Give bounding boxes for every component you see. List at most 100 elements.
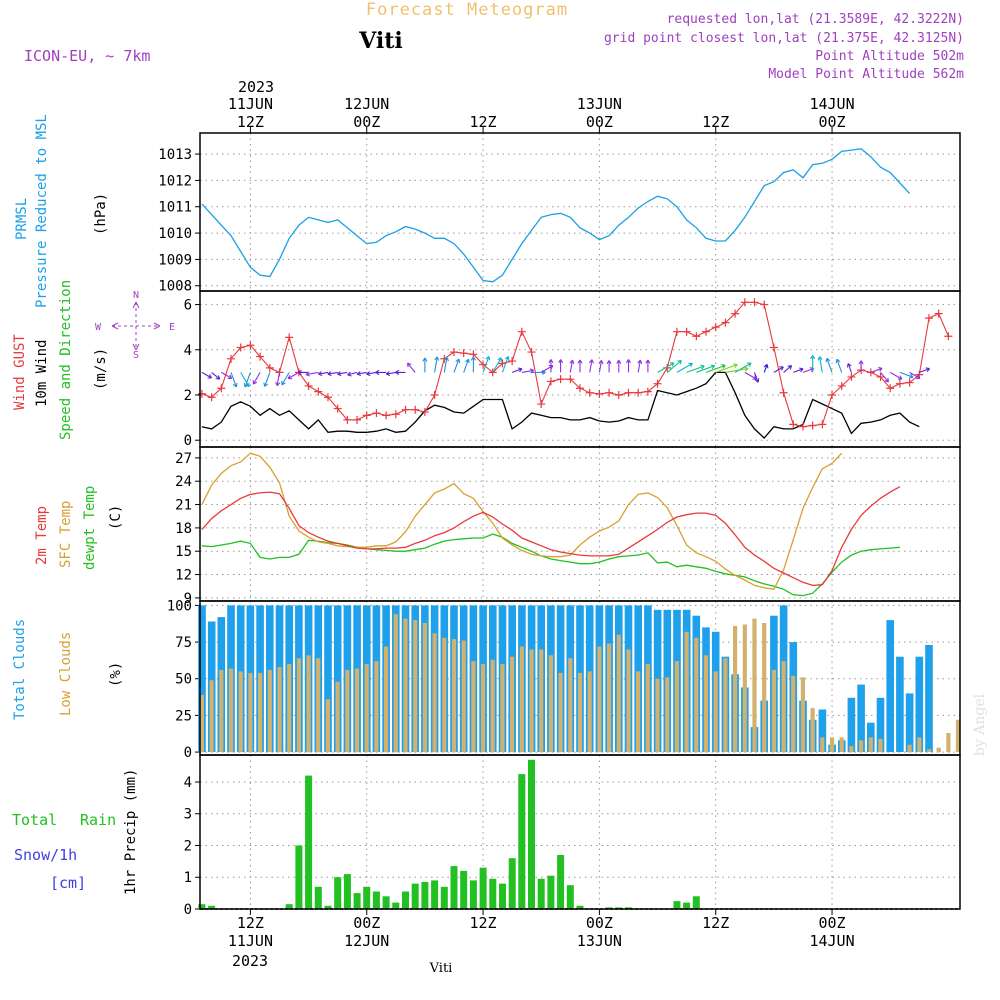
- y-tick-label: 1010: [158, 226, 192, 242]
- gust-marker: [634, 388, 643, 397]
- low-cloud-bar: [228, 668, 234, 753]
- gust-marker: [924, 314, 933, 323]
- total-cloud-bar: [333, 605, 342, 753]
- wind-dir-arrow: [356, 371, 367, 377]
- top-date-label: 12JUN: [344, 95, 389, 113]
- rain-bar: [576, 905, 584, 909]
- gust-marker: [769, 343, 778, 352]
- low-cloud-bar: [577, 672, 583, 753]
- precip-panel-labels: Total Rain Snow/1h [cm] 1hr Precip (mm): [12, 769, 139, 895]
- wind-dir-label: Speed and Direction: [58, 280, 74, 440]
- temp-panel-labels: 2m Temp SFC Temp dewpt Temp (C): [34, 486, 124, 570]
- total-cloud-bar: [896, 656, 904, 752]
- gust-marker: [731, 309, 740, 318]
- y-tick-label: 4: [184, 343, 192, 359]
- top-hour-label: 00Z: [353, 113, 380, 131]
- y-tick-label: 4: [184, 775, 192, 791]
- wind-dir-arrow: [548, 359, 554, 373]
- pressure-label-2: Pressure Reduced to MSL: [34, 114, 50, 308]
- wind-dir-arrow: [492, 357, 502, 373]
- wind-dir-arrow: [616, 359, 622, 373]
- total-cloud-bar: [925, 645, 933, 753]
- wind-dir-arrow: [817, 356, 823, 373]
- wind-dir-arrow: [870, 366, 883, 373]
- wind-dir-arrow: [666, 359, 682, 373]
- gust-marker: [430, 391, 439, 399]
- wind-dir-arrow: [221, 371, 233, 380]
- gust-marker: [382, 411, 391, 420]
- gust-marker: [323, 393, 332, 402]
- bottom-hour-label: 12Z: [237, 914, 264, 932]
- rain-bar: [440, 886, 448, 909]
- low-cloud-bar: [277, 667, 282, 753]
- pressure-panel-labels: PRMSL Pressure Reduced to MSL (hPa): [14, 114, 109, 308]
- y-tick-label: 1: [184, 870, 192, 886]
- gust-marker: [944, 332, 953, 341]
- model-altitude: Model Point Altitude 562m: [768, 67, 964, 82]
- wind-dir-arrow: [327, 371, 338, 377]
- low-cloud-bar: [907, 744, 912, 752]
- precip-total-label: Total: [12, 811, 57, 829]
- wind-dir-arrow: [521, 368, 535, 374]
- gust-marker: [585, 388, 594, 397]
- gust-marker: [779, 388, 788, 397]
- wind-dir-arrow: [846, 363, 852, 373]
- gust-marker: [314, 387, 323, 396]
- gust-marker: [682, 327, 691, 336]
- low-cloud-bar: [306, 655, 311, 753]
- gust-marker: [556, 375, 565, 384]
- wind-dir-arrow: [395, 369, 406, 375]
- low-cloud-bar: [287, 664, 292, 753]
- low-cloud-bar: [955, 719, 961, 753]
- wind-dir-arrow: [482, 355, 491, 373]
- top-year-label: 2023: [238, 78, 274, 96]
- low-cloud-bar: [810, 708, 815, 753]
- y-tick-label: 1012: [158, 173, 192, 189]
- low-cloud-bar: [199, 694, 204, 753]
- low-cloud-bar: [859, 740, 864, 752]
- bottom-hour-label: 00Z: [353, 914, 380, 932]
- low-cloud-bar: [384, 646, 389, 753]
- rain-bar: [363, 886, 371, 909]
- bottom-hour-label: 12Z: [470, 914, 497, 932]
- gust-marker: [217, 384, 226, 393]
- panel-border: [199, 132, 961, 292]
- rain-bar: [295, 845, 303, 909]
- y-tick-label: 27: [175, 451, 192, 467]
- low-cloud-bar: [771, 669, 776, 752]
- y-tick-label: 2: [184, 388, 192, 404]
- temp-2m-label: 2m Temp: [34, 506, 50, 565]
- gust-marker: [605, 388, 614, 397]
- low-cloud-bar: [335, 681, 340, 753]
- low-cloud-bar: [713, 671, 718, 753]
- low-cloud-bar: [219, 669, 224, 752]
- bottom-hour-label: 12Z: [702, 914, 729, 932]
- bottom-hour-label: 00Z: [586, 914, 613, 932]
- low-cloud-bar: [461, 640, 466, 753]
- rain-bar: [372, 891, 380, 909]
- wind-dir-arrow: [243, 372, 251, 388]
- low-cloud-bar: [742, 624, 747, 753]
- low-cloud-bar: [422, 623, 427, 753]
- low-cloud-bar: [645, 664, 650, 753]
- gust-marker: [197, 389, 206, 398]
- wind-dir-arrow: [287, 371, 300, 380]
- wind-dir-arrow: [773, 366, 784, 373]
- wind-dir-arrow: [919, 367, 931, 373]
- wind-dir-arrow: [318, 371, 329, 377]
- wind-dir-arrow: [637, 359, 643, 373]
- low-cloud-bar: [703, 655, 709, 753]
- panel-clouds: 0 25 50 75 100: [167, 598, 961, 761]
- low-cloud-bar: [665, 677, 670, 753]
- gust-marker: [692, 332, 701, 341]
- low-cloud-bar: [674, 661, 679, 752]
- gust-marker: [595, 389, 604, 398]
- total-cloud-bar: [847, 697, 856, 753]
- rain-bar: [450, 866, 458, 909]
- rain-bar: [489, 878, 497, 909]
- gust-marker: [362, 411, 371, 420]
- wind-dir-arrow: [696, 364, 716, 373]
- total-cloud-bar: [818, 709, 827, 752]
- low-cloud-bar: [345, 669, 350, 752]
